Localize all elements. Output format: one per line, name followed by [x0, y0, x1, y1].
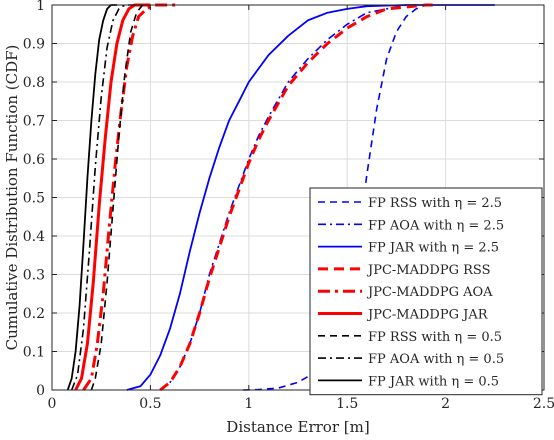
series-line-3 — [159, 3, 436, 392]
series-line-6 — [90, 4, 144, 391]
legend-label: FP RSS with η = 2.5 — [368, 196, 502, 211]
y-tick-label: 0.3 — [23, 268, 45, 284]
series-line-7 — [70, 4, 135, 391]
legend-label: FP JAR with η = 2.5 — [368, 241, 499, 256]
legend-label: FP AOA with η = 0.5 — [368, 352, 504, 367]
y-tick-label: 0 — [36, 383, 45, 399]
y-tick-label: 0.6 — [23, 152, 45, 168]
x-tick-label: 2 — [441, 396, 450, 412]
legend-label: FP RSS with η = 0.5 — [368, 330, 502, 345]
axis-ticks: 0 0.5 1 1.5 2 2.5 0 0.1 0.2 0.3 0.4 0.5 0.6 0.7 0.8 0.9… — [23, 0, 554, 412]
y-tick-label: 1 — [36, 0, 45, 14]
x-axis-label: Distance Error [m] — [226, 418, 369, 436]
y-tick-label: 0.8 — [23, 75, 45, 91]
legend-label: JPC-MADDPG JAR — [366, 308, 489, 323]
y-tick-label: 0.2 — [23, 306, 45, 322]
x-tick-label: 1 — [244, 396, 253, 412]
series-line-8 — [66, 4, 117, 391]
legend-label: JPC-MADDPG AOA — [366, 285, 493, 300]
y-tick-label: 0.9 — [23, 37, 45, 53]
y-tick-label: 0.4 — [23, 229, 45, 245]
x-tick-label: 0.5 — [139, 396, 161, 412]
x-tick-label: 1.5 — [336, 396, 358, 412]
y-tick-label: 0.5 — [23, 191, 45, 207]
y-tick-label: 0.1 — [23, 345, 45, 361]
series-line-1 — [159, 4, 417, 391]
legend-label: FP JAR with η = 0.5 — [368, 374, 499, 389]
y-axis-label: Cumulative Distribution Function (CDF) — [3, 45, 21, 351]
y-tick-label: 0.7 — [23, 114, 45, 130]
series-line-2 — [126, 4, 495, 391]
legend-label: FP AOA with η = 2.5 — [368, 218, 504, 233]
legend-label: JPC-MADDPG RSS — [366, 263, 490, 278]
x-tick-label: 0 — [48, 396, 57, 412]
legend: FP RSS with η = 2.5 FP AOA with η = 2.5 FP… — [309, 187, 543, 396]
x-tick-label: 2.5 — [533, 396, 554, 412]
